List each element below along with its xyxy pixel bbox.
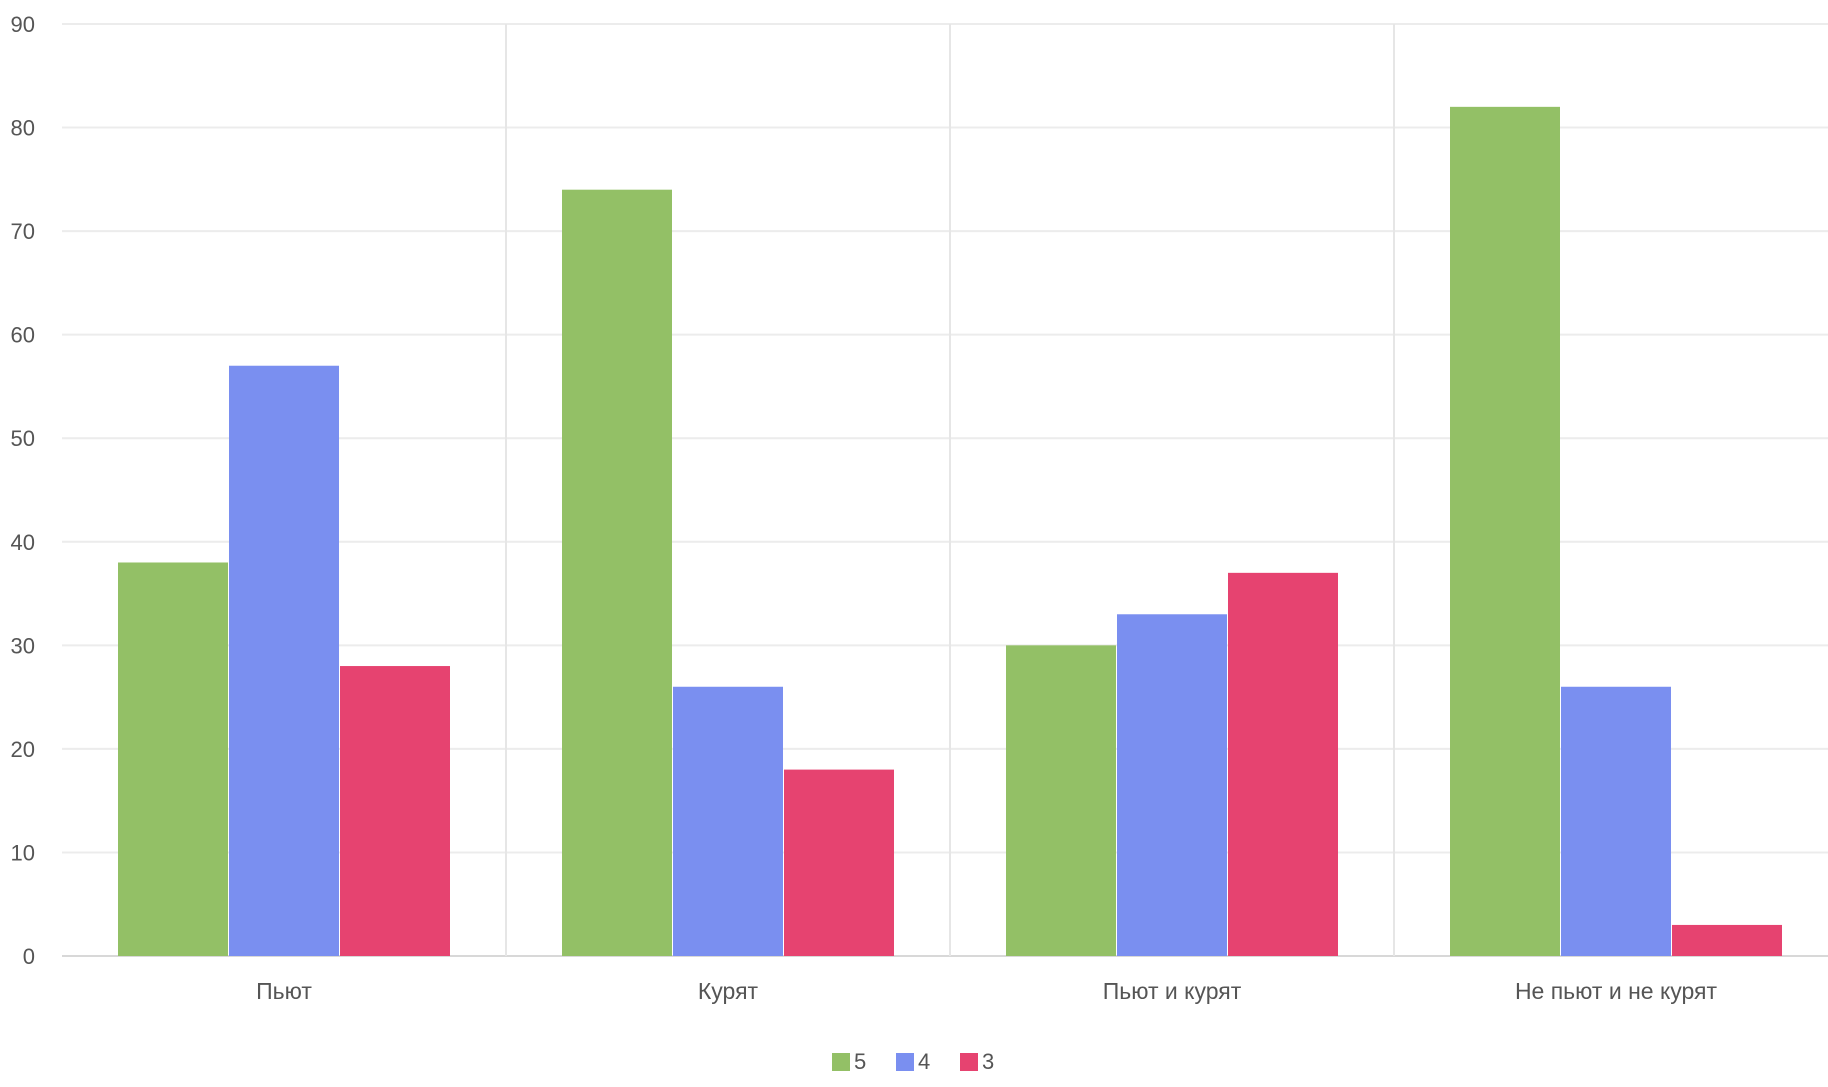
legend-swatch bbox=[832, 1053, 850, 1071]
y-tick-label: 10 bbox=[11, 840, 35, 865]
y-tick-label: 30 bbox=[11, 633, 35, 658]
bar bbox=[340, 666, 450, 956]
legend-label: 4 bbox=[918, 1049, 930, 1074]
y-tick-label: 90 bbox=[11, 12, 35, 37]
bar bbox=[673, 686, 783, 956]
y-tick-label: 60 bbox=[11, 323, 35, 348]
bar bbox=[784, 769, 894, 956]
legend-swatch bbox=[896, 1053, 914, 1071]
legend-label: 5 bbox=[854, 1049, 866, 1074]
bar bbox=[1006, 645, 1116, 956]
y-tick-label: 40 bbox=[11, 530, 35, 555]
bar bbox=[118, 562, 228, 956]
bar bbox=[1450, 106, 1560, 957]
x-tick-label: Пьют и курят bbox=[1103, 978, 1242, 1004]
bars bbox=[118, 106, 1782, 957]
y-tick-label: 70 bbox=[11, 219, 35, 244]
axes: 0 10 20 30 40 50 60 70 80 90 Пьют Курят Пьют и курят… bbox=[11, 12, 1718, 1004]
y-tick-label: 80 bbox=[11, 116, 35, 141]
bar bbox=[562, 189, 672, 956]
bar bbox=[1672, 924, 1782, 956]
bar bbox=[1561, 686, 1671, 956]
y-tick-label: 50 bbox=[11, 426, 35, 451]
legend-swatch bbox=[960, 1053, 978, 1071]
x-tick-label: Курят bbox=[698, 978, 759, 1004]
bar bbox=[1117, 614, 1227, 956]
x-tick-label: Пьют bbox=[256, 978, 312, 1004]
y-tick-label: 20 bbox=[11, 737, 35, 762]
bar bbox=[1228, 572, 1338, 956]
legend-label: 3 bbox=[982, 1049, 994, 1074]
bar bbox=[229, 365, 339, 956]
x-tick-label: Не пьют и не курят bbox=[1515, 978, 1718, 1004]
y-tick-label: 0 bbox=[23, 944, 35, 969]
legend: 5 4 3 bbox=[832, 1049, 994, 1074]
